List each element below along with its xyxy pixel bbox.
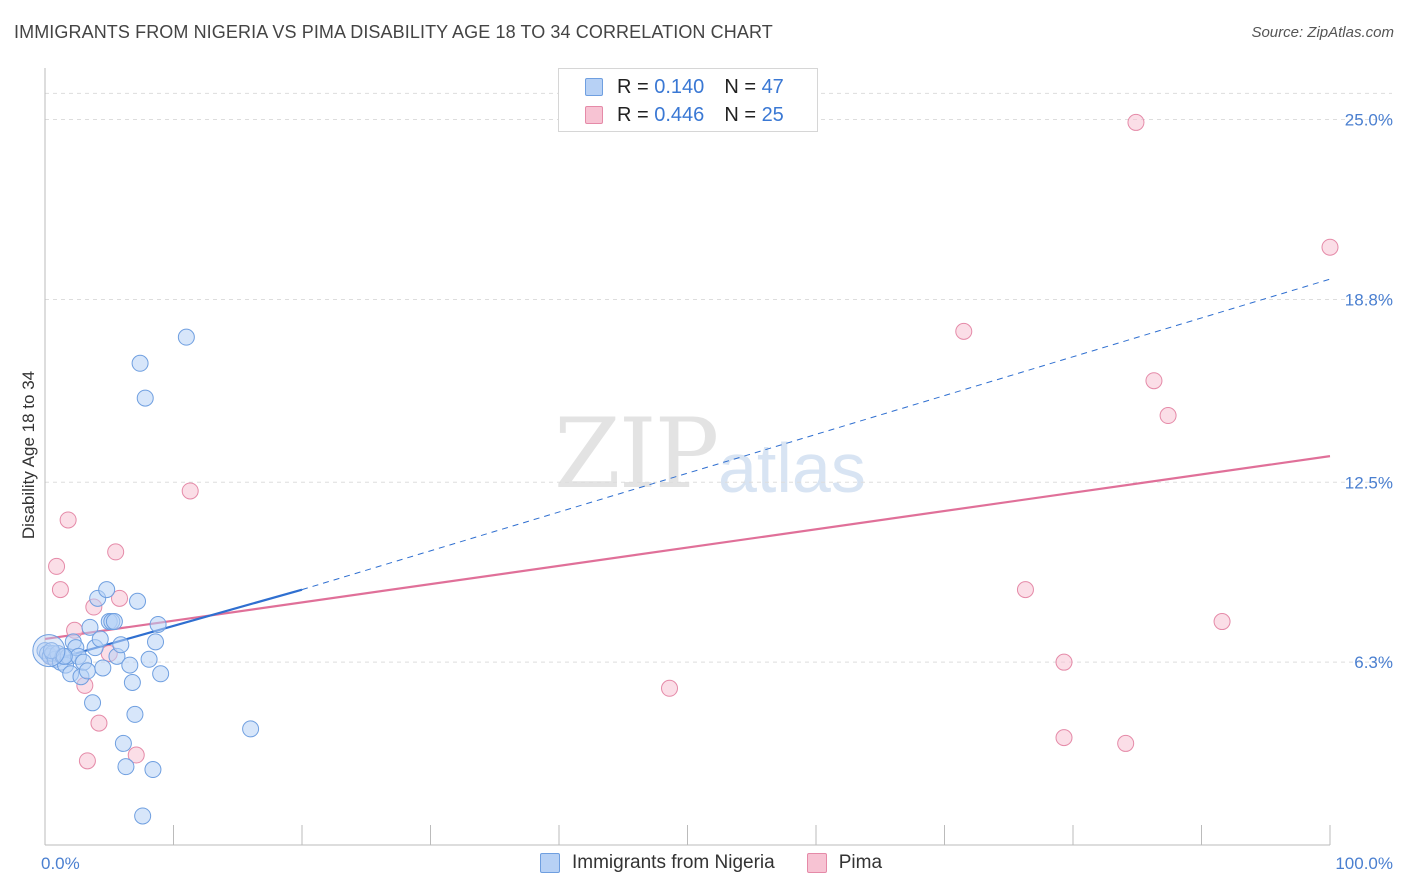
nigeria-point-36 xyxy=(134,807,152,825)
legend-label-pima: Pima xyxy=(838,852,883,873)
grid-lines xyxy=(45,92,1392,663)
pima-point-12 xyxy=(127,746,145,764)
pima-point-16 xyxy=(1016,581,1034,599)
nigeria-point-44 xyxy=(242,720,260,738)
legend-n-value-2: 25 xyxy=(761,103,784,126)
y-axis-label: Disability Age 18 to 34 xyxy=(19,371,38,539)
nigeria-point-33 xyxy=(126,705,144,723)
x-tick-label-1: 100.0% xyxy=(1335,854,1393,873)
nigeria-point-29 xyxy=(114,734,132,752)
legend-row-nigeria: R = 0.140 N = 47 xyxy=(585,75,784,99)
nigeria-point-35 xyxy=(131,354,149,372)
chart-title: IMMIGRANTS FROM NIGERIA VS PIMA DISABILI… xyxy=(14,22,773,42)
legend-n-label-1: N = xyxy=(724,75,756,98)
pima-point-24 xyxy=(1321,238,1339,256)
legend-r-label-1: R = xyxy=(617,75,649,98)
nigeria-point-39 xyxy=(144,761,162,779)
source-label: Source: ZipAtlas.com xyxy=(1251,24,1394,41)
nigeria-point-16 xyxy=(78,662,96,680)
pima-point-3 xyxy=(59,511,77,529)
pima-point-21 xyxy=(1145,372,1163,390)
nigeria-point-37 xyxy=(136,389,154,407)
nigeria-point-17 xyxy=(81,618,99,636)
legend-n-label-2: N = xyxy=(724,103,756,126)
tick-labels: 6.3% 12.5% 18.8% 25.0% 0.0% 100.0% xyxy=(41,111,1393,873)
pima-point-23 xyxy=(1213,613,1231,631)
y-tick-label-2: 18.8% xyxy=(1345,290,1393,309)
watermark-zip: ZIP xyxy=(554,398,719,510)
nigeria-point-22 xyxy=(94,659,112,677)
nigeria-point-30 xyxy=(117,758,135,776)
nigeria-point-43 xyxy=(177,328,195,346)
axes xyxy=(44,68,1331,846)
legend-item-pima[interactable]: Pima xyxy=(806,852,883,874)
nigeria-point-31 xyxy=(121,656,139,674)
legend-item-nigeria[interactable]: Immigrants from Nigeria xyxy=(540,852,775,874)
pima-point-11 xyxy=(111,589,129,607)
pima-point-14 xyxy=(661,679,679,697)
legend-label-nigeria: Immigrants from Nigeria xyxy=(572,852,775,873)
legend-swatch-pink xyxy=(585,106,603,124)
y-tick-label-3: 25.0% xyxy=(1345,111,1393,130)
nigeria-point-23 xyxy=(98,581,116,599)
nigeria-point-42 xyxy=(152,665,170,683)
legend-swatch-nigeria xyxy=(540,853,560,873)
pima-point-22 xyxy=(1159,407,1177,425)
legend-r-value-2: 0.446 xyxy=(654,103,705,126)
legend-r-value-1: 0.140 xyxy=(654,75,705,98)
legend-n-value-1: 47 xyxy=(761,75,784,98)
y-tick-label-0: 6.3% xyxy=(1354,653,1393,672)
pima-point-6 xyxy=(78,752,96,770)
nigeria-cluster-point xyxy=(32,634,66,668)
x-tick-label-0: 0.0% xyxy=(41,854,80,873)
data-points xyxy=(32,113,1339,825)
nigeria-point-32 xyxy=(123,673,141,691)
pima-point-17 xyxy=(1055,653,1073,671)
pima-point-20 xyxy=(1127,113,1145,131)
nigeria-point-18 xyxy=(84,694,102,712)
nigeria-point-28 xyxy=(112,636,130,654)
pima-point-13 xyxy=(181,482,199,500)
nigeria-point-26 xyxy=(105,613,123,631)
nigeria-point-21 xyxy=(91,630,109,648)
pima-trend-line xyxy=(44,455,1331,641)
pima-point-8 xyxy=(90,714,108,732)
nigeria-point-40 xyxy=(147,633,165,651)
pima-point-19 xyxy=(1117,734,1135,752)
legend-swatch-pima xyxy=(806,853,827,873)
legend-r-label-2: R = xyxy=(617,103,649,126)
pima-point-15 xyxy=(955,322,973,340)
pima-point-18 xyxy=(1055,729,1073,747)
pima-point-1 xyxy=(48,557,66,575)
correlation-legend: R = 0.140 N = 47 R = 0.446 N = 25 xyxy=(558,68,818,132)
pima-point-10 xyxy=(107,543,125,561)
nigeria-point-34 xyxy=(129,592,147,610)
y-tick-label-1: 12.5% xyxy=(1345,473,1393,492)
nigeria-point-38 xyxy=(140,650,158,668)
pima-point-2 xyxy=(51,581,69,599)
legend-row-pima: R = 0.446 N = 25 xyxy=(585,103,784,127)
nigeria-point-41 xyxy=(149,615,167,633)
nigeria-trend-extension xyxy=(301,278,1331,591)
series-legend: Immigrants from Nigeria Pima xyxy=(540,852,914,874)
trend-lines xyxy=(44,278,1331,664)
legend-swatch-blue xyxy=(585,78,603,96)
